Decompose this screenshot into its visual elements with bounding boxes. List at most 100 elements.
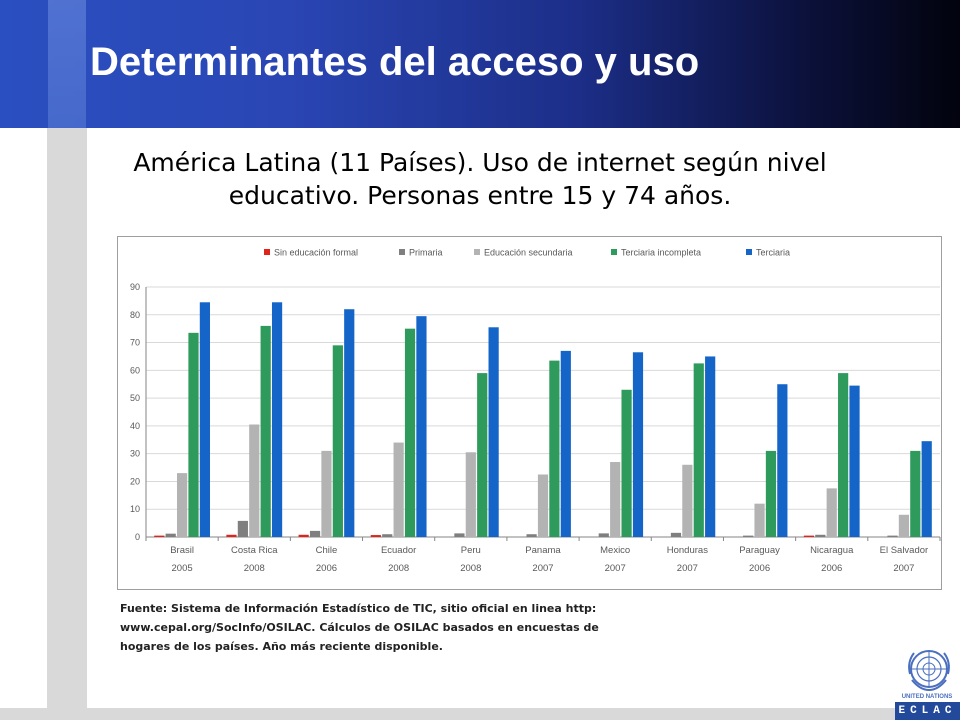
legend-swatch (399, 249, 405, 255)
bar (838, 373, 849, 537)
bar (682, 464, 693, 537)
legend-label: Educación secundaria (484, 248, 573, 258)
slide-title: Determinantes del acceso y uso (90, 40, 700, 84)
x-category-label: El Salvador (880, 545, 929, 556)
bar (549, 360, 560, 537)
bar (765, 450, 777, 537)
y-tick-label: 80 (130, 310, 140, 320)
y-tick-label: 40 (130, 421, 140, 431)
un-label: UNITED NATIONS (901, 694, 953, 700)
y-tick-label: 50 (130, 393, 140, 403)
bar (188, 332, 199, 537)
x-year-label: 2008 (388, 563, 409, 574)
bar (260, 325, 271, 537)
bar (176, 473, 188, 537)
bar (393, 442, 404, 537)
x-year-label: 2006 (316, 563, 337, 574)
bar (803, 535, 815, 537)
bar (887, 535, 898, 537)
x-category-label: Brasil (170, 545, 194, 556)
bar (237, 520, 248, 537)
x-category-label: Panama (525, 545, 561, 556)
eclac-brand-strip: ECLAC (895, 702, 960, 720)
bar (370, 535, 381, 537)
bar (321, 450, 332, 537)
bar (921, 441, 932, 537)
x-category-label: Costa Rica (231, 545, 278, 556)
bar (298, 534, 309, 537)
y-tick-label: 90 (130, 282, 140, 292)
legend-swatch (474, 249, 480, 255)
bar (598, 533, 609, 537)
x-year-label: 2007 (605, 563, 626, 574)
bar (910, 450, 921, 537)
side-accent-top (48, 0, 86, 128)
x-year-label: 2006 (821, 563, 842, 574)
bar (898, 514, 910, 537)
bar-chart: 0 10 20 30 40 50 60 70 80 90 Brasil 2005 Costa Rica 2… (130, 248, 941, 574)
bar (332, 345, 343, 537)
y-tick-label: 70 (130, 338, 140, 348)
bar (382, 534, 393, 537)
bar (488, 327, 499, 537)
bar (693, 363, 704, 537)
y-tick-label: 60 (130, 365, 140, 375)
bar (199, 302, 210, 537)
bar (610, 462, 621, 537)
x-year-label: 2008 (460, 563, 481, 574)
bar (849, 385, 860, 537)
bar (271, 302, 283, 537)
bar (670, 532, 682, 537)
x-year-label: 2007 (532, 563, 553, 574)
x-category-label: Peru (461, 545, 481, 556)
x-year-label: 2005 (172, 563, 193, 574)
chart-title: América Latina (11 Países). Uso de inter… (133, 148, 827, 210)
bar (165, 533, 176, 537)
bar (632, 352, 644, 537)
x-year-label: 2007 (677, 563, 698, 574)
bottom-accent-bar (0, 708, 960, 720)
x-category-label: Nicaragua (810, 545, 854, 556)
bar (526, 534, 537, 537)
legend-swatch (746, 249, 752, 255)
bar (705, 356, 716, 537)
bar (826, 488, 837, 537)
united-nations-logo (904, 644, 954, 694)
bar (154, 535, 165, 537)
x-category-label: Mexico (600, 545, 630, 556)
legend-label: Terciaria (756, 248, 790, 258)
bar (226, 534, 237, 537)
bar (309, 530, 321, 537)
bar (621, 389, 632, 537)
bar (754, 503, 765, 537)
header-band (0, 0, 960, 128)
y-tick-label: 0 (135, 532, 140, 542)
bar (743, 535, 754, 537)
y-tick-label: 10 (130, 504, 140, 514)
bar (777, 384, 788, 537)
source-note: Fuente: Sistema de Información Estadísti… (120, 602, 599, 653)
x-category-label: Honduras (667, 545, 708, 556)
un-emblem-icon (908, 650, 950, 692)
bar (537, 474, 549, 537)
bar (560, 350, 571, 537)
x-year-label: 2006 (749, 563, 770, 574)
x-year-label: 2008 (244, 563, 265, 574)
legend-label: Primaria (409, 248, 443, 258)
side-accent-bar (47, 128, 87, 720)
bar (477, 373, 488, 537)
bar (344, 309, 355, 537)
x-category-label: Ecuador (381, 545, 416, 556)
x-year-label: 2007 (893, 563, 914, 574)
x-category-label: Paraguay (739, 545, 780, 556)
bar (454, 533, 465, 537)
bar (404, 328, 416, 537)
legend-label: Sin educación formal (274, 248, 358, 258)
legend-swatch (264, 249, 270, 255)
legend-label: Terciaria incompleta (621, 248, 701, 258)
y-tick-label: 30 (130, 449, 140, 459)
y-tick-label: 20 (130, 476, 140, 486)
x-category-label: Chile (316, 545, 338, 556)
bar (815, 534, 826, 537)
bar (465, 452, 476, 537)
